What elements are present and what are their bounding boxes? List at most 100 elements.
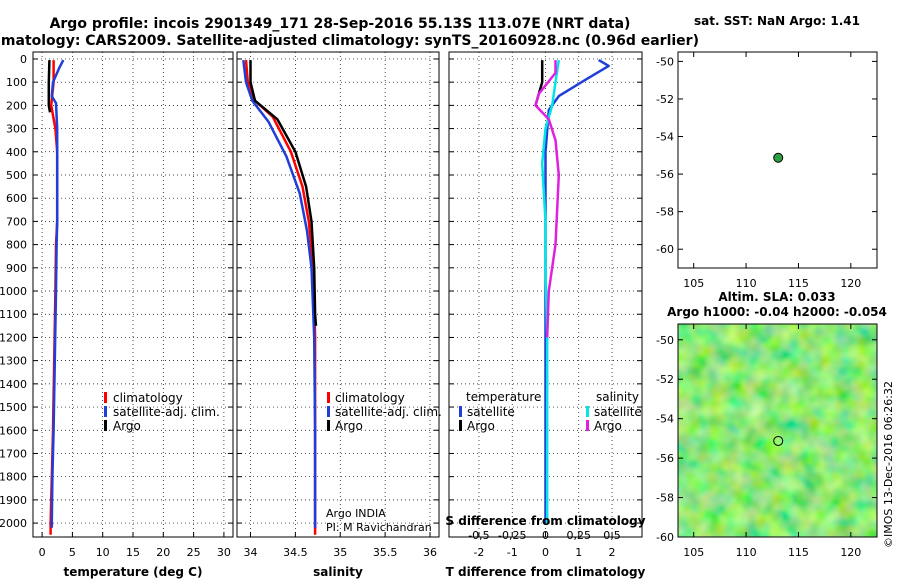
y-tick-label: -60: [656, 531, 674, 544]
legend-label: Argo: [113, 419, 141, 433]
legend-swatch: [459, 420, 462, 431]
depth-tick-label: 1400: [0, 378, 27, 391]
sla-title: Altim. SLA: 0.033: [718, 290, 835, 304]
x-tick-label: 115: [788, 546, 809, 559]
depth-tick-label: 500: [6, 169, 27, 182]
series-line-s-satellite: [540, 59, 561, 524]
x-tick-label: 105: [683, 546, 704, 559]
depth-tick-label: 1600: [0, 424, 27, 437]
legend-label: satellite: [467, 405, 515, 419]
series-line-argo: [47, 60, 52, 113]
map-frame: [677, 323, 878, 538]
y-tick-label: -50: [656, 334, 674, 347]
title-line-1: Argo profile: incois 2901349_171 28-Sep-…: [50, 16, 631, 32]
x-tick-label: 30: [217, 546, 231, 559]
sla-map-panel: 105 110 115 120 -50 -52 -54 -56 -58 -60 Altim. SLA…: [656, 290, 887, 559]
top-axis-label: S difference from climatology: [445, 514, 645, 528]
depth-tick-label: 800: [6, 239, 27, 252]
x-tick-label: 105: [683, 277, 704, 290]
depth-tick-label: 1000: [0, 285, 27, 298]
x-tick-label: 15: [126, 546, 140, 559]
legend-title-temperature: temperature: [466, 390, 541, 404]
x-tick-label: 120: [840, 277, 861, 290]
legend-label: Argo: [594, 419, 622, 433]
y-tick-label: -54: [656, 131, 674, 144]
argo-position-marker: [773, 152, 784, 163]
sst-map-panel: 105 110 115 120 -50 -52 -54 -56 -58 -60 sat. SST: …: [656, 14, 878, 290]
depth-tick-label: 1200: [0, 331, 27, 344]
series-line-satellite-adj-clim-: [50, 59, 65, 528]
x-axis-label: temperature (deg C): [64, 565, 203, 579]
depth-tick-label: 600: [6, 192, 27, 205]
series-line-s-argo: [534, 60, 561, 338]
depth-tick-label: 700: [6, 215, 27, 228]
y-tick-label: -60: [656, 243, 674, 256]
x-tick-label: 0: [39, 546, 46, 559]
x-tick-label: 110: [736, 546, 757, 559]
legend-swatch: [104, 420, 107, 431]
top-tick-label: 0,25: [567, 529, 592, 542]
sla-field-texture: [678, 324, 877, 537]
depth-tick-label: 100: [6, 76, 27, 89]
x-tick-label: 2: [609, 546, 616, 559]
difference-panel: -2 -1 0 1 2 T difference from climatology S di…: [445, 51, 646, 579]
x-axis-label: T difference from climatology: [446, 565, 646, 579]
footer-stamp: ©IMOS 13-Dec-2016 06:26:32: [882, 381, 895, 548]
legend-label: climatology: [113, 391, 183, 405]
top-tick-label: 0: [542, 529, 549, 542]
x-tick-label: 34: [243, 546, 257, 559]
plot-frame: [236, 51, 440, 538]
legend-swatch: [104, 406, 107, 417]
x-tick-label: 120: [840, 546, 861, 559]
depth-tick-label: 900: [6, 262, 27, 275]
series-line-argo: [249, 60, 318, 326]
x-tick-label: 34.5: [283, 546, 308, 559]
legend-swatch: [586, 420, 589, 431]
y-tick-label: -58: [656, 206, 674, 219]
legend-swatch: [104, 392, 107, 403]
series-line-satellite-adj-clim-: [242, 59, 317, 528]
depth-tick-label: 1100: [0, 308, 27, 321]
legend-label: satellite-adj. clim.: [113, 405, 220, 419]
x-tick-label: 25: [187, 546, 201, 559]
x-tick-label: 36: [423, 546, 437, 559]
depth-tick-label: 1900: [0, 494, 27, 507]
y-tick-label: -50: [656, 55, 674, 68]
x-tick-label: -1: [507, 546, 518, 559]
top-tick-label: -0,25: [498, 529, 526, 542]
legend-label: satellite: [594, 405, 642, 419]
legend-swatch: [586, 406, 589, 417]
legend-swatch: [327, 420, 330, 431]
annotation-line-1: Argo INDIA: [326, 507, 386, 520]
legend-label: climatology: [335, 391, 405, 405]
map-frame: [677, 51, 878, 269]
x-tick-label: 115: [788, 277, 809, 290]
legend-swatch: [327, 406, 330, 417]
top-tick-label: 0,5: [603, 529, 621, 542]
depth-tick-label: 300: [6, 123, 27, 136]
x-tick-label: 1: [575, 546, 582, 559]
legend-label: Argo: [467, 419, 495, 433]
depth-tick-label: 0: [20, 53, 27, 66]
argo-position-marker: [773, 435, 784, 446]
legend-label: satellite-adj. clim.: [335, 405, 442, 419]
series-line-climatology: [244, 59, 317, 535]
x-tick-label: 20: [156, 546, 170, 559]
y-tick-label: -52: [656, 93, 674, 106]
y-tick-label: -52: [656, 373, 674, 386]
x-tick-label: 10: [96, 546, 110, 559]
temperature-panel: 0 5 10 15 20 25 300100200300400500600700800900…: [0, 51, 234, 579]
depth-tick-label: 1800: [0, 471, 27, 484]
depth-tick-label: 200: [6, 99, 27, 112]
sla-subtitle: Argo h1000: -0.04 h2000: -0.054: [667, 305, 887, 319]
y-tick-label: -54: [656, 413, 674, 426]
legend-title-salinity: salinity: [596, 390, 639, 404]
top-tick-label: -0,5: [468, 529, 489, 542]
x-tick-label: 5: [69, 546, 76, 559]
legend-label: Argo: [335, 419, 363, 433]
salinity-panel: 34 34.5 35 35.5 36 salinity climatologysatelli…: [236, 51, 442, 579]
depth-tick-label: 1300: [0, 355, 27, 368]
depth-tick-label: 400: [6, 146, 27, 159]
depth-tick-label: 1500: [0, 401, 27, 414]
